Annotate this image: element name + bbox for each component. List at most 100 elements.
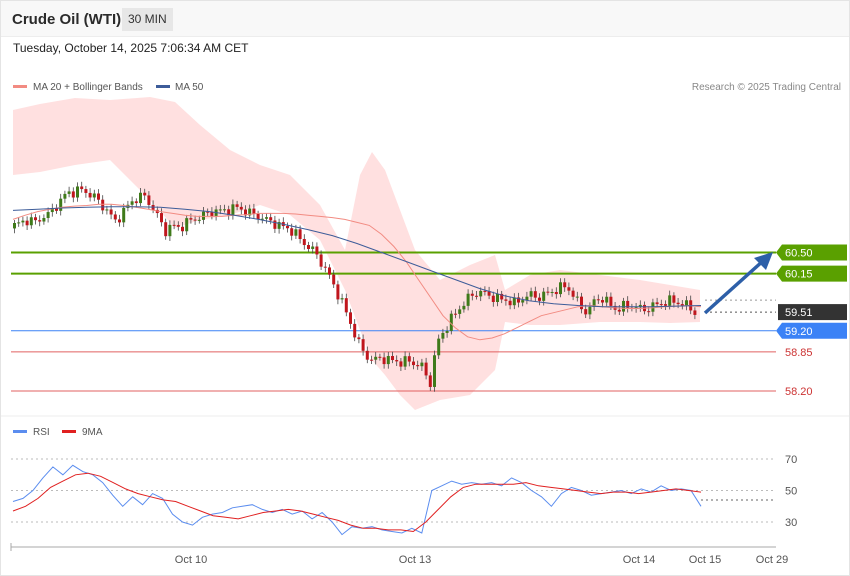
candle-body: [101, 199, 105, 211]
candle-body: [181, 226, 184, 232]
x-label-oct14: Oct 14: [623, 554, 655, 566]
candle: [143, 188, 147, 201]
rsi-ma-line: [12, 472, 702, 533]
candle: [361, 334, 365, 356]
candle-body: [412, 361, 415, 366]
candle-body: [407, 356, 411, 362]
candle: [382, 352, 386, 369]
candle-body: [319, 254, 323, 267]
candle: [55, 204, 58, 214]
candle: [655, 297, 659, 308]
candle-body: [185, 218, 189, 232]
candle: [92, 189, 96, 202]
candle-body: [189, 218, 193, 220]
candle-body: [365, 350, 369, 360]
candle-body: [256, 213, 260, 220]
timeframe-button[interactable]: 30 MIN: [122, 8, 173, 31]
copyright-text: Research © 2025 Trading Central: [692, 82, 841, 93]
candle-body: [260, 218, 264, 220]
candle-body: [63, 193, 67, 199]
candle-body: [638, 304, 642, 308]
candle: [357, 334, 361, 344]
candle: [139, 187, 142, 207]
candle-body: [496, 293, 499, 302]
candle: [353, 319, 357, 342]
candle: [559, 278, 562, 298]
candle-body: [277, 222, 281, 229]
candle: [118, 214, 121, 227]
candle-body: [609, 296, 613, 306]
rsi-ma-legend-label: 9MA: [82, 427, 103, 438]
rsi-ma-legend-swatch: [62, 430, 76, 433]
candle: [416, 360, 420, 370]
candle: [433, 350, 436, 392]
candle-body: [193, 219, 197, 221]
candle: [344, 293, 348, 317]
candle: [605, 292, 609, 307]
candle-body: [118, 219, 121, 223]
forecast-arrow: [703, 252, 773, 315]
candle-body: [554, 291, 558, 295]
candle-body: [617, 309, 621, 312]
candle: [227, 205, 231, 220]
candle-body: [466, 293, 470, 306]
candle-body: [202, 211, 205, 220]
candle-body: [164, 222, 168, 237]
candle: [206, 208, 210, 217]
candle: [462, 301, 466, 313]
candle: [563, 278, 567, 292]
candle-body: [428, 375, 432, 387]
candle: [349, 308, 352, 329]
candle: [584, 304, 588, 319]
candle-body: [130, 201, 134, 205]
candle: [508, 296, 512, 310]
level-tag-59-20: [776, 322, 847, 339]
rsi-panel: 70 50 30: [11, 454, 797, 536]
candle: [67, 186, 71, 198]
candle: [29, 212, 33, 229]
candle: [365, 346, 369, 364]
level-tag-label-60-50: 60.50: [785, 248, 813, 260]
candle: [546, 286, 550, 296]
candle-body: [647, 311, 651, 313]
candle-body: [273, 220, 277, 229]
ma20-legend-swatch: [13, 85, 27, 88]
candle-body: [433, 355, 436, 387]
price-level-labels: 60.50 60.15 59.51 59.20 58.85 58.20: [776, 244, 847, 398]
candle-body: [113, 214, 117, 220]
candle: [680, 300, 684, 310]
candle: [479, 287, 483, 302]
candle: [307, 241, 310, 253]
candle: [248, 204, 252, 219]
candle-body: [420, 362, 424, 367]
candle-body: [328, 267, 331, 275]
candle: [571, 287, 575, 301]
candle: [412, 357, 415, 370]
candle-body: [269, 217, 273, 221]
chart-timestamp: Tuesday, October 14, 2025 7:06:34 AM CET: [13, 41, 249, 55]
candle-body: [38, 220, 42, 222]
candle-body: [529, 291, 533, 297]
candle-body: [71, 191, 75, 198]
candle: [122, 203, 126, 228]
candle-body: [567, 287, 571, 291]
candle-body: [441, 332, 445, 339]
candle: [529, 287, 533, 302]
candle-body: [475, 295, 478, 297]
candle: [370, 355, 373, 365]
candle-body: [500, 293, 504, 300]
candle-body: [521, 300, 525, 303]
candle-body: [29, 217, 33, 226]
candle-body: [403, 356, 407, 367]
candle-body: [42, 218, 46, 222]
x-axis: Oct 10 Oct 13 Oct 14 Oct 15 Oct 29: [10, 543, 788, 566]
ma20-legend-label: MA 20 + Bollinger Bands: [33, 82, 143, 93]
candle: [298, 225, 302, 244]
candle-body: [693, 310, 697, 315]
level-tag-60-15: [776, 265, 847, 282]
candle-body: [664, 304, 667, 306]
x-label-oct10: Oct 10: [175, 554, 207, 566]
candle-body: [533, 291, 537, 298]
candle-body: [525, 296, 529, 301]
candle: [168, 220, 172, 241]
